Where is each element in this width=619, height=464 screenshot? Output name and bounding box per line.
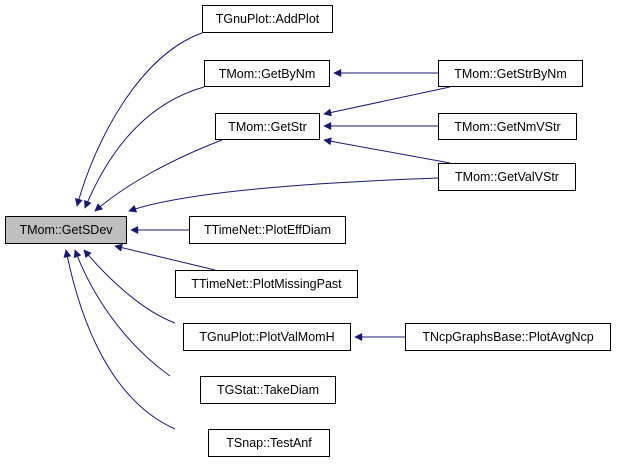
node-label: TMom::GetNmVStr (454, 119, 561, 134)
edge-getvalvstr-to-getsdev (128, 177, 439, 213)
node-getsdev: TMom::GetSDev (5, 216, 127, 244)
node-getnmvstr[interactable]: TMom::GetNmVStr (438, 113, 577, 140)
node-label: TMom::GetSDev (19, 223, 113, 237)
node-label: TSnap::TestAnf (226, 436, 312, 450)
node-label: TNcpGraphsBase::PlotAvgNcp (422, 330, 594, 344)
node-ploteffdiam[interactable]: TTimeNet::PlotEffDiam (189, 216, 346, 244)
node-label: TMom::GetValVStr (455, 170, 559, 184)
node-getstr[interactable]: TMom::GetStr (215, 113, 320, 140)
node-addplot[interactable]: TGnuPlot::AddPlot (202, 5, 333, 33)
node-getbynm[interactable]: TMom::GetByNm (204, 60, 330, 87)
node-label: TTimeNet::PlotMissingPast (191, 277, 342, 291)
node-label: TGnuPlot::AddPlot (215, 12, 320, 26)
node-label: TGnuPlot::PlotValMomH (199, 330, 335, 344)
edge-plotmissingpast-to-getsdev (114, 243, 216, 271)
node-label: TMom::GetByNm (218, 66, 316, 81)
node-plotvalmomh[interactable]: TGnuPlot::PlotValMomH (183, 323, 351, 351)
node-label: TMom::GetStr (228, 119, 307, 134)
edge-getbynm-to-getsdev (84, 86, 205, 209)
edge-getstr-to-getsdev (94, 139, 223, 212)
edge-addplot-to-getsdev (75, 32, 203, 207)
edge-testanf-to-getsdev (63, 249, 176, 430)
edge-getstrbynm-to-getstr (323, 86, 451, 117)
node-testanf[interactable]: TSnap::TestAnf (208, 429, 330, 457)
node-label: TTimeNet::PlotEffDiam (203, 223, 332, 237)
node-getvalvstr[interactable]: TMom::GetValVStr (438, 163, 576, 191)
node-plotavgncp[interactable]: TNcpGraphsBase::PlotAvgNcp (405, 323, 611, 351)
node-takediam[interactable]: TGStat::TakeDiam (200, 376, 336, 404)
edge-takediam-to-getsdev (73, 249, 171, 377)
node-label: TMom::GetStrByNm (454, 66, 567, 81)
node-label: TGStat::TakeDiam (216, 383, 320, 397)
node-plotmissingpast[interactable]: TTimeNet::PlotMissingPast (175, 270, 358, 298)
node-getstrbynm[interactable]: TMom::GetStrByNm (438, 60, 583, 87)
edge-getvalvstr-to-getstr (323, 137, 451, 164)
edge-plotvalmomh-to-getsdev (83, 249, 176, 324)
